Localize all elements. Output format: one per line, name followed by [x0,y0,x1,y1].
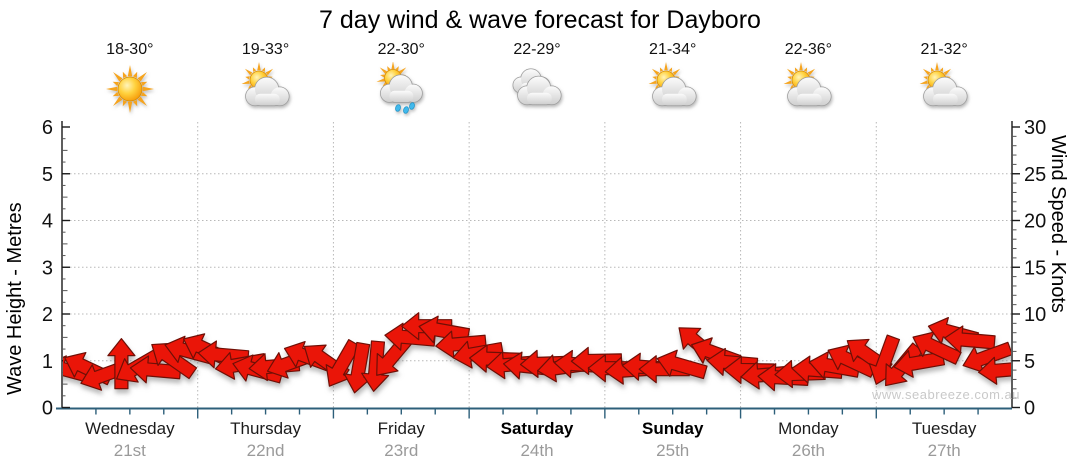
raindrop [409,102,416,110]
day-name: Friday [377,419,425,438]
wind-arrow [151,342,198,380]
day-name: Sunday [642,419,704,438]
left-axis-tick-label: 3 [42,257,53,279]
temperature-range: 18-30° [106,41,154,58]
day-name: Wednesday [85,419,175,438]
day-label-friday: Friday 23rd [378,419,425,460]
partly-cloudy-icon [917,62,971,121]
sunny-icon-svg [105,65,154,113]
cloudy-icon-svg [512,68,562,106]
left-axis-tick-label: 2 [42,304,53,326]
sun-showers-icon [374,61,428,121]
temperature-range: 22-29° [513,41,561,58]
day-date: 26th [791,441,825,460]
cloud [661,93,687,106]
wind-arrow [656,349,708,380]
wind-arrow [361,340,390,392]
wind-arrow [107,338,136,390]
day-date: 23rd [384,441,419,460]
day-label-tuesday: Tuesday 27th [912,419,977,460]
right-axis-tick-label: 5 [1024,351,1035,373]
left-axis-tick-label: 6 [42,117,53,139]
right-axis-title: Wind Speed - Knots [1047,135,1069,313]
temperature-range: 21-34° [649,41,697,58]
temperature-range: 22-30° [377,41,425,58]
day-name: Monday [778,419,839,438]
sunny-icon [103,62,157,121]
cloud [389,90,414,102]
cloud [933,93,958,106]
watermark: www.seabreeze.com.au [872,387,1021,402]
left-axis-tick-label: 5 [42,164,53,186]
wind-arrow [944,325,996,354]
cloud [254,93,280,106]
right-axis-tick-label: 20 [1024,211,1046,233]
sun-showers-icon-svg [376,61,424,114]
right-axis-tick-label: 25 [1024,164,1046,186]
right-axis-tick-label: 30 [1024,117,1046,139]
right-axis-tick-label: 0 [1024,398,1035,420]
day-date: 25th [656,441,690,460]
day-label-sunday: Sunday 25th [642,419,703,460]
right-axis-tick-label: 10 [1024,304,1046,326]
wind-arrow [418,315,471,344]
cloud [527,92,552,105]
day-name: Thursday [230,419,301,438]
right-axis-tick-label: 15 [1024,257,1046,279]
wind-arrow [435,330,487,359]
partly-cloudy-icon-svg [241,62,290,107]
day-label-thursday: Thursday 22nd [230,419,301,460]
temperature-range: 19-33° [241,41,290,58]
day-date: 22nd [246,441,285,460]
partly-cloudy-icon [781,62,835,121]
wind-arrow [962,341,1011,374]
day-name: Saturday [500,419,574,438]
wind-arrow [912,331,962,365]
day-label-saturday: Saturday 24th [501,419,574,460]
left-axis-tick-label: 4 [42,211,53,233]
wind-arrow [977,356,1011,385]
day-name: Tuesday [911,419,977,438]
partly-cloudy-icon [646,62,700,121]
cloudy-icon [510,62,564,121]
day-date: 24th [520,441,554,460]
left-axis-tick-label: 1 [42,351,53,373]
day-label-wednesday: Wednesday 21st [85,419,174,460]
partly-cloudy-icon-svg [783,62,832,107]
raindrop [403,106,410,114]
sun-disc [117,76,143,102]
chart-title: 7 day wind & wave forecast for Dayboro [319,6,761,34]
temperature-range: 22-36° [784,41,833,58]
left-axis-tick-label: 0 [42,398,53,420]
partly-cloudy-icon-svg [648,62,697,107]
sun-rays [105,65,154,113]
cloud [797,93,823,106]
temperature-range: 21-32° [920,41,968,58]
partly-cloudy-icon [239,62,293,121]
day-date: 27th [927,441,961,460]
day-date: 21st [113,441,146,460]
partly-cloudy-icon-svg [919,62,968,107]
wind-arrow-band [63,312,1011,394]
raindrop [395,104,402,112]
day-label-monday: Monday 26th [778,419,838,460]
